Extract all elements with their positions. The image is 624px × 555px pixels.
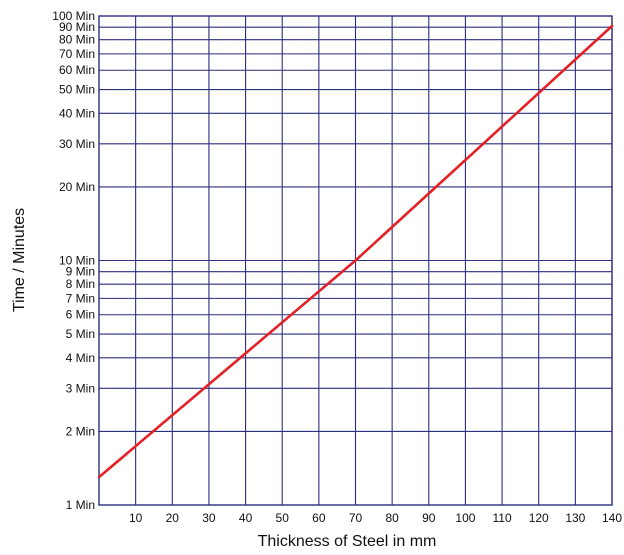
x-tick-label: 10 — [129, 511, 143, 525]
plot-frame — [98, 15, 613, 506]
x-tick-label: 90 — [422, 511, 436, 525]
y-tick-label: 70 Min — [59, 47, 95, 61]
x-tick-label: 30 — [202, 511, 216, 525]
y-tick-label: 30 Min — [59, 137, 95, 151]
y-tick-label: 3 Min — [66, 381, 95, 395]
y-tick-label: 2 Min — [66, 424, 95, 438]
y-tick-label: 4 Min — [66, 351, 95, 365]
y-tick-label: 20 Min — [59, 180, 95, 194]
x-tick-label: 50 — [276, 511, 290, 525]
y-tick-label: 10 Min — [59, 254, 95, 268]
series-layer — [97, 24, 614, 479]
x-tick-labels: 10 20 30 40 50 60 70 80 90 100 110 120 130 140 — [129, 511, 622, 525]
y-tick-label: 90 Min — [59, 20, 95, 34]
x-tick-label: 60 — [312, 511, 326, 525]
x-tick-label: 140 — [602, 511, 622, 525]
y-tick-label: 80 Min — [59, 33, 95, 47]
x-tick-label: 110 — [493, 511, 512, 525]
y-tick-label: 6 Min — [66, 308, 95, 322]
x-tick-label: 130 — [565, 511, 585, 525]
x-tick-label: 70 — [349, 511, 363, 525]
y-tick-label: 5 Min — [66, 327, 95, 341]
y-tick-label: 8 Min — [66, 277, 95, 291]
y-tick-label: 100 Min — [52, 9, 95, 23]
y-tick-label: 1 Min — [66, 498, 95, 512]
x-tick-label: 20 — [166, 511, 180, 525]
plot-border — [98, 15, 613, 506]
x-tick-label: 80 — [385, 511, 399, 525]
x-tick-label: 40 — [239, 511, 253, 525]
x-axis-title: Thickness of Steel in mm — [258, 533, 437, 550]
x-tick-label: 120 — [529, 511, 549, 525]
y-tick-label: 9 Min — [66, 265, 95, 279]
y-tick-label: 50 Min — [59, 83, 95, 97]
y-tick-label: 7 Min — [66, 291, 95, 305]
y-tick-label: 60 Min — [59, 63, 95, 77]
series-line — [97, 24, 614, 479]
x-tick-label: 100 — [455, 511, 475, 525]
y-tick-label: 40 Min — [59, 106, 95, 120]
y-axis-title: Time / Minutes — [11, 208, 28, 312]
